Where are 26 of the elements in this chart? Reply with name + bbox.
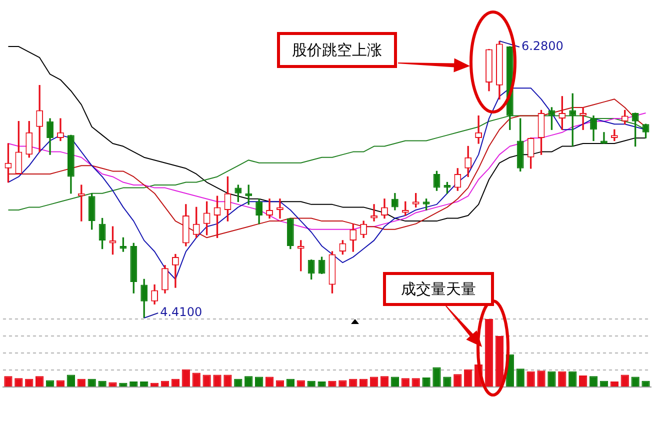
candlestick — [57, 118, 64, 142]
bar — [182, 369, 190, 386]
bar — [192, 372, 200, 386]
bar — [484, 319, 494, 386]
bar — [558, 371, 566, 386]
bar — [537, 370, 546, 386]
candlestick — [370, 204, 378, 222]
candlestick — [276, 198, 284, 219]
candlestick — [580, 107, 587, 130]
annotation: 4.4100 — [160, 305, 202, 320]
annotation: 6.2800 — [521, 39, 564, 54]
bar — [526, 371, 535, 386]
bar — [464, 369, 472, 386]
bar — [432, 367, 441, 386]
bar — [150, 382, 159, 386]
annotation: 成交量天量 — [383, 272, 494, 306]
bar — [548, 371, 556, 386]
bar — [516, 368, 524, 386]
candlestick — [600, 132, 608, 144]
candlestick — [172, 254, 179, 288]
bar — [108, 382, 117, 386]
bar — [495, 336, 504, 386]
bar — [119, 382, 128, 386]
candlestick — [475, 115, 482, 144]
bar — [568, 371, 577, 386]
annotation: 股价跳空上涨 — [277, 32, 397, 68]
